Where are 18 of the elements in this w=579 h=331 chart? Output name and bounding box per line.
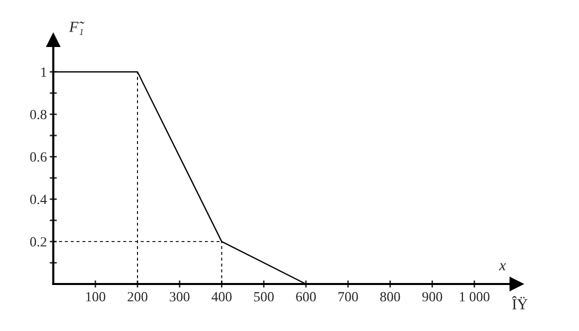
x-tick-label: 200 [128,292,148,302]
y-tick-label: 0.8 [30,110,46,120]
text: ÎŸ [512,296,528,310]
x-tick-label: 300 [170,292,190,302]
x-tick-label: 500 [254,292,274,302]
x-tick-label: 800 [380,292,400,302]
x-tick-label: 100 [86,292,106,302]
x-tick-label: 400 [212,292,232,302]
y-tick-label: 0.2 [30,237,46,247]
y-tick-label: 0.6 [30,152,47,162]
x-tick-label: 600 [296,292,316,302]
y-tick-label: 1 [41,68,46,77]
x-axis-title: x [498,263,506,270]
x-tick-label: 900 [422,292,442,302]
y-tick-label: 0.4 [30,194,47,204]
y-axis-title: F̃₁ [69,22,84,35]
x-tick-label: 1 000 [460,292,490,302]
x-tick-label: 700 [338,292,358,302]
